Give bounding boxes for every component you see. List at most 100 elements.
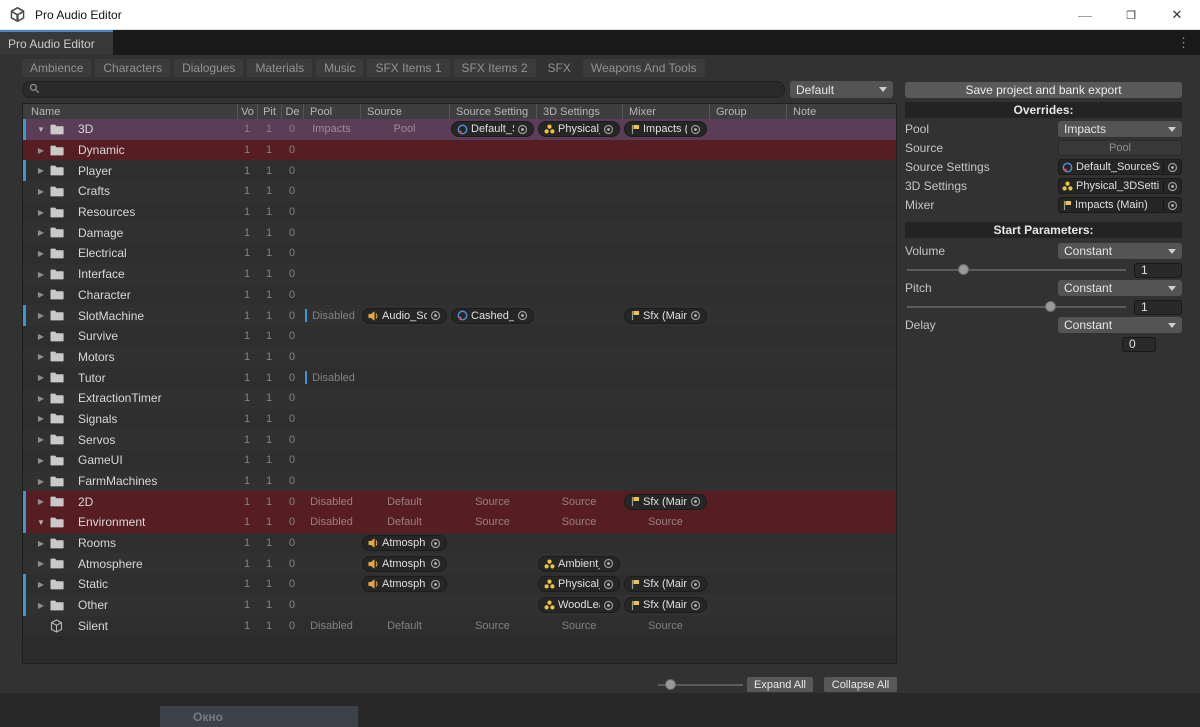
- object-picker-icon[interactable]: [430, 538, 441, 549]
- source-setting-object-field[interactable]: Cashed_S: [451, 307, 534, 324]
- table-row-environment[interactable]: ▼ Environment 1 1 0 Disabled Default Source Sour…: [23, 512, 896, 533]
- object-picker-icon[interactable]: [690, 124, 701, 135]
- table-row-servos[interactable]: ▶ Servos 1 1 0: [23, 429, 896, 450]
- table-row-farmmachines[interactable]: ▶ FarmMachines 1 1 0: [23, 470, 896, 492]
- slider-thumb[interactable]: [1044, 301, 1056, 312]
- expand-arrow-icon[interactable]: ▶: [37, 435, 45, 445]
- column-header-mixer[interactable]: Mixer: [622, 104, 709, 119]
- expand-arrow-icon[interactable]: ▶: [37, 352, 45, 362]
- delay-mode-dropdown[interactable]: Constant: [1058, 317, 1182, 333]
- pitch-value-field[interactable]: 1: [1134, 299, 1182, 315]
- expand-arrow-icon[interactable]: ▶: [37, 311, 45, 321]
- column-header-3d-settings[interactable]: 3D Settings: [536, 104, 622, 119]
- object-picker-icon[interactable]: [603, 124, 614, 135]
- expand-arrow-icon[interactable]: ▶: [37, 538, 45, 548]
- expand-arrow-icon[interactable]: ▶: [37, 476, 45, 486]
- category-tab-dialogues[interactable]: Dialogues: [174, 59, 244, 77]
- preset-dropdown[interactable]: Default: [790, 81, 893, 98]
- volume-mode-dropdown[interactable]: Constant: [1058, 243, 1182, 259]
- source-setting-object-field[interactable]: Default_S: [451, 121, 534, 138]
- slider-thumb[interactable]: [664, 679, 676, 690]
- object-picker-icon[interactable]: [517, 310, 528, 321]
- expand-arrow-icon[interactable]: ▶: [37, 186, 45, 196]
- table-row-interface[interactable]: ▶ Interface 1 1 0: [23, 263, 896, 285]
- object-picker-icon[interactable]: [517, 124, 528, 135]
- tree-zoom-slider[interactable]: [658, 677, 743, 692]
- search-input[interactable]: [22, 81, 785, 98]
- table-row-dynamic[interactable]: ▶ Dynamic 1 1 0: [23, 139, 896, 161]
- 3d-settings-object-field[interactable]: WoodLea: [538, 597, 620, 614]
- 3d-settings-object-field[interactable]: Physical_: [538, 121, 620, 138]
- column-header-pit[interactable]: Pit: [257, 104, 281, 119]
- category-tab-characters[interactable]: Characters: [95, 59, 171, 77]
- expand-arrow-icon[interactable]: ▶: [37, 207, 45, 217]
- object-picker-icon[interactable]: [603, 579, 614, 590]
- expand-arrow-icon[interactable]: ▶: [37, 455, 45, 465]
- tab-menu-icon[interactable]: ⋮: [1177, 34, 1190, 50]
- close-button[interactable]: ✕: [1171, 7, 1183, 22]
- table-row-character[interactable]: ▶ Character 1 1 0: [23, 284, 896, 306]
- table-row-gameui[interactable]: ▶ GameUI 1 1 0: [23, 450, 896, 471]
- object-picker-icon[interactable]: [1163, 161, 1178, 173]
- mixer-object-field[interactable]: Impacts (Main): [1058, 197, 1182, 213]
- column-header-name[interactable]: Name: [31, 105, 61, 118]
- table-row-tutor[interactable]: ▶ Tutor 1 1 0 Disabled: [23, 367, 896, 388]
- column-header-group[interactable]: Group: [709, 104, 786, 119]
- expand-arrow-icon[interactable]: ▶: [37, 600, 45, 610]
- column-header-source-setting[interactable]: Source Setting: [449, 104, 536, 119]
- category-tab-music[interactable]: Music: [316, 59, 364, 77]
- table-row-motors[interactable]: ▶ Motors 1 1 0: [23, 346, 896, 368]
- column-header-vo[interactable]: Vo: [237, 104, 257, 119]
- object-picker-icon[interactable]: [1163, 199, 1178, 211]
- expand-all-button[interactable]: Expand All: [747, 677, 813, 692]
- save-project-button[interactable]: Save project and bank export: [905, 82, 1182, 98]
- expand-arrow-icon[interactable]: ▶: [37, 497, 45, 507]
- object-picker-icon[interactable]: [690, 600, 701, 611]
- object-picker-icon[interactable]: [430, 558, 441, 569]
- table-row-extractiontimer[interactable]: ▶ ExtractionTimer 1 1 0: [23, 387, 896, 409]
- expand-arrow-icon[interactable]: ▶: [37, 579, 45, 589]
- volume-slider[interactable]: [905, 263, 1128, 277]
- expand-arrow-icon[interactable]: ▶: [37, 290, 45, 300]
- slider-thumb[interactable]: [957, 264, 969, 275]
- mixer-object-field[interactable]: Sfx (Mair: [624, 576, 707, 593]
- source-object-field[interactable]: Atmosph: [362, 535, 447, 552]
- expand-arrow-icon[interactable]: ▶: [37, 228, 45, 238]
- object-picker-icon[interactable]: [603, 600, 614, 611]
- column-header-pool[interactable]: Pool: [303, 104, 360, 119]
- mixer-object-field[interactable]: Sfx (Mair: [624, 307, 707, 324]
- table-row-signals[interactable]: ▶ Signals 1 1 0: [23, 408, 896, 430]
- table-row-atmosphere[interactable]: ▶ Atmosphere 1 1 0 Atmosph Ambient_: [23, 553, 896, 575]
- 3d-settings-object-field[interactable]: Ambient_: [538, 555, 620, 572]
- object-picker-icon[interactable]: [430, 579, 441, 590]
- volume-value-field[interactable]: 1: [1134, 262, 1182, 278]
- expand-arrow-icon[interactable]: ▶: [37, 166, 45, 176]
- table-row-crafts[interactable]: ▶ Crafts 1 1 0: [23, 181, 896, 202]
- table-row-resources[interactable]: ▶ Resources 1 1 0: [23, 201, 896, 223]
- delay-value-field[interactable]: 0: [1122, 336, 1156, 352]
- expand-arrow-icon[interactable]: ▶: [37, 393, 45, 403]
- table-row-player[interactable]: ▶ Player 1 1 0: [23, 160, 896, 182]
- 3d-settings-object-field[interactable]: Physical_: [538, 576, 620, 593]
- partial-window-button[interactable]: Окно: [160, 706, 358, 727]
- mixer-object-field[interactable]: Sfx (Mair: [624, 597, 707, 614]
- table-row-rooms[interactable]: ▶ Rooms 1 1 0 Atmosph: [23, 532, 896, 554]
- expand-arrow-icon[interactable]: ▶: [37, 414, 45, 424]
- pool-dropdown[interactable]: Impacts: [1058, 121, 1182, 137]
- source-object-field[interactable]: Atmosph: [362, 555, 447, 572]
- object-picker-icon[interactable]: [1163, 180, 1178, 192]
- column-header-de[interactable]: De: [281, 104, 303, 119]
- mixer-object-field[interactable]: Sfx (Mair: [624, 493, 707, 510]
- category-tab-weapons-and-tools[interactable]: Weapons And Tools: [582, 59, 705, 77]
- expand-arrow-icon[interactable]: ▶: [37, 269, 45, 279]
- expand-arrow-icon[interactable]: ▶: [37, 248, 45, 258]
- object-picker-icon[interactable]: [690, 579, 701, 590]
- table-row-other[interactable]: ▶ Other 1 1 0 WoodLea Sfx (Mair: [23, 594, 896, 616]
- table-row-3d[interactable]: ▼ 3D 1 1 0 Impacts Pool Default_S Physical_ Impac…: [23, 119, 896, 140]
- table-row-slotmachine[interactable]: ▶ SlotMachine 1 1 0 Disabled Audio_Sc Cashed_S S…: [23, 305, 896, 326]
- doc-tab-pro-audio-editor[interactable]: Pro Audio Editor: [0, 30, 113, 55]
- source-object-field[interactable]: Audio_Sc: [362, 307, 447, 324]
- object-picker-icon[interactable]: [690, 496, 701, 507]
- table-row-static[interactable]: ▶ Static 1 1 0 Atmosph Physical_ Sfx (Mair: [23, 574, 896, 595]
- pitch-mode-dropdown[interactable]: Constant: [1058, 280, 1182, 296]
